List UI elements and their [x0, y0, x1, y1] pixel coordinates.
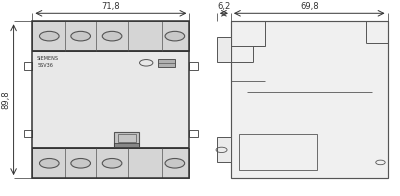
Polygon shape [213, 10, 394, 182]
Circle shape [40, 31, 59, 41]
Circle shape [102, 31, 122, 41]
Polygon shape [32, 21, 189, 178]
Circle shape [165, 159, 185, 168]
Circle shape [102, 159, 122, 168]
Text: 71,8: 71,8 [102, 2, 120, 11]
Circle shape [71, 31, 90, 41]
Polygon shape [32, 21, 189, 51]
Circle shape [71, 159, 90, 168]
Polygon shape [114, 132, 139, 147]
Polygon shape [231, 21, 388, 178]
Text: 69,8: 69,8 [300, 2, 318, 11]
Text: 5SV36: 5SV36 [37, 63, 53, 68]
Polygon shape [217, 37, 231, 62]
Polygon shape [114, 143, 139, 147]
Polygon shape [32, 148, 189, 178]
Text: SIEMENS: SIEMENS [37, 56, 59, 61]
Circle shape [165, 31, 185, 41]
Polygon shape [217, 137, 231, 162]
Text: 6,2: 6,2 [217, 2, 230, 11]
Text: 89,8: 89,8 [2, 90, 10, 109]
Polygon shape [158, 59, 175, 67]
Circle shape [40, 159, 59, 168]
